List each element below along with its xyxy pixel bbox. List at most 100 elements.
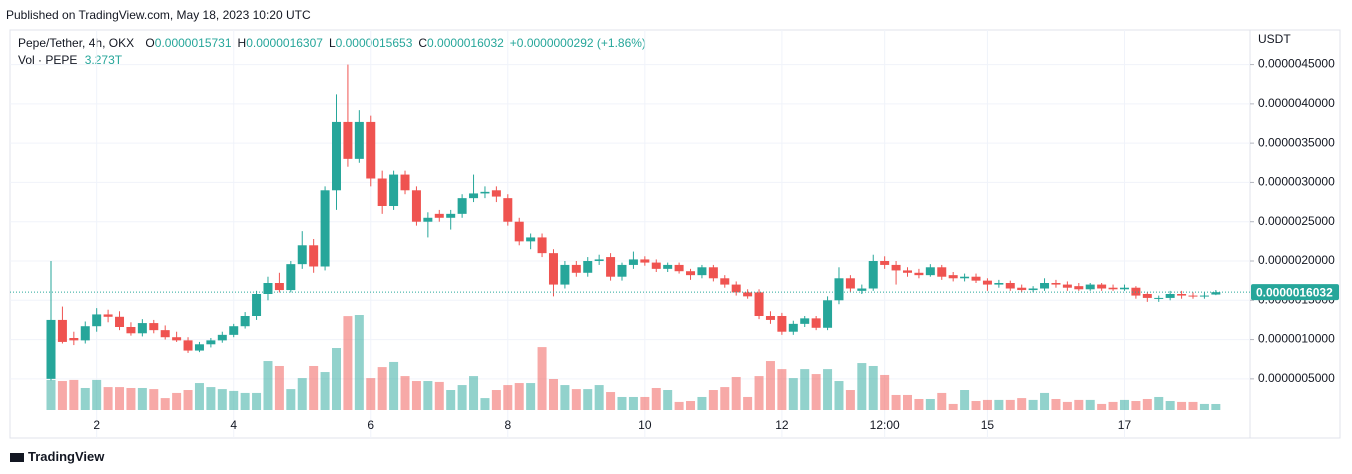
volume-bar: [1188, 401, 1198, 410]
last-price-box: [1251, 284, 1339, 301]
candle-body: [800, 318, 810, 324]
volume-bar: [1154, 396, 1164, 410]
candle-body: [263, 283, 273, 294]
candle-body: [46, 319, 56, 379]
candle-body: [354, 121, 364, 159]
candle-body: [583, 261, 593, 273]
volume-bar: [834, 381, 844, 410]
candle-body: [674, 264, 684, 272]
volume-bar: [469, 376, 479, 410]
y-tick-label: 0.0000005000: [1258, 371, 1335, 385]
volume-bar: [400, 376, 410, 410]
grid: [10, 30, 1250, 438]
y-tick-label: 0.0000010000: [1258, 332, 1335, 346]
volume-bar: [925, 398, 935, 410]
candle-body: [1062, 284, 1072, 288]
y-tick-label: 0.0000030000: [1258, 175, 1335, 189]
candle-body: [491, 190, 501, 197]
volume-bar: [674, 401, 684, 410]
change: +0.0000000292 (+1.86%): [509, 36, 646, 50]
x-tick-label: 10: [638, 418, 652, 432]
x-tick-label: 8: [504, 418, 511, 432]
volume-bar: [686, 401, 696, 410]
volume-bar: [1062, 401, 1072, 410]
candle-body: [903, 270, 912, 273]
candle-body: [960, 276, 970, 279]
candle-body: [1142, 294, 1152, 298]
volume-bar: [57, 381, 67, 410]
volume-bar: [720, 387, 730, 410]
volume-bar: [274, 365, 284, 410]
candle-body: [69, 338, 79, 341]
candle-body: [937, 267, 947, 277]
volume-bar: [240, 392, 250, 410]
chart-frame: [9, 29, 1341, 439]
volume-bar: [377, 367, 387, 410]
volume-bar: [1005, 399, 1015, 410]
candle-body: [1005, 283, 1015, 289]
candle-body: [834, 278, 844, 301]
volume-bar: [332, 348, 341, 410]
currency: USDT: [1258, 32, 1291, 46]
volume-bar: [903, 394, 912, 410]
volume-bar: [1108, 401, 1118, 410]
volume-bar: [777, 369, 787, 410]
volume-bar: [743, 396, 753, 410]
candle-body: [217, 334, 227, 341]
volume-bar: [46, 379, 56, 410]
volume-bar: [183, 390, 193, 410]
candle-body: [183, 340, 193, 351]
candle-body: [469, 193, 479, 199]
candle-body: [457, 198, 467, 214]
volume-bar: [503, 385, 513, 410]
volume-bar: [320, 372, 330, 410]
volume-bar: [628, 396, 638, 410]
volume-bar: [172, 392, 182, 410]
volume-bar: [1097, 403, 1107, 410]
candle-body: [92, 314, 102, 327]
candle-body: [320, 190, 330, 267]
volume-bar: [411, 381, 421, 410]
candle-body: [446, 213, 456, 218]
volume-legend: Vol · PEPE 3.273T: [18, 53, 122, 67]
volume-bar: [446, 390, 456, 410]
candle-body: [503, 198, 513, 222]
ohlc-key: L: [328, 36, 336, 50]
volume-bar: [960, 390, 970, 410]
volume-bar: [137, 387, 147, 410]
candle-body: [1154, 297, 1164, 299]
candle-body: [332, 121, 341, 191]
candle-body: [982, 280, 992, 285]
x-tick-label: 12:00: [870, 418, 900, 432]
candle-body: [286, 264, 296, 291]
candle-body: [274, 283, 284, 291]
candle-body: [994, 283, 1004, 285]
volume-bar: [514, 383, 524, 410]
volume-bar: [663, 390, 673, 410]
volume-bar: [229, 390, 239, 410]
brand-name: TradingView: [28, 449, 105, 464]
candle-body: [651, 262, 661, 269]
volume-bar: [423, 381, 433, 410]
candle-body: [1177, 294, 1187, 296]
volume-bar: [389, 361, 399, 410]
volume-bar: [434, 381, 444, 410]
x-tick-label: 12: [775, 418, 789, 432]
candle-body: [1188, 295, 1198, 297]
volume-bar: [606, 392, 616, 410]
candle-body: [172, 337, 182, 341]
candle-body: [1108, 287, 1118, 290]
candle-body: [571, 264, 581, 273]
volume-bar: [640, 396, 650, 410]
ohlc-key: H: [237, 36, 247, 50]
legend-line: Pepe/Tether, 4h, OKX O0.0000015731 H0.000…: [18, 36, 646, 50]
volume-bar: [126, 387, 136, 410]
candle-body: [708, 267, 718, 279]
volume-bar: [286, 389, 296, 410]
volume-bar: [617, 396, 627, 410]
brand: TradingView: [10, 449, 104, 464]
candle-body: [206, 340, 216, 345]
candle-body: [1131, 287, 1141, 296]
y-tick-label: 0.0000040000: [1258, 96, 1335, 110]
candle-body: [914, 272, 924, 276]
